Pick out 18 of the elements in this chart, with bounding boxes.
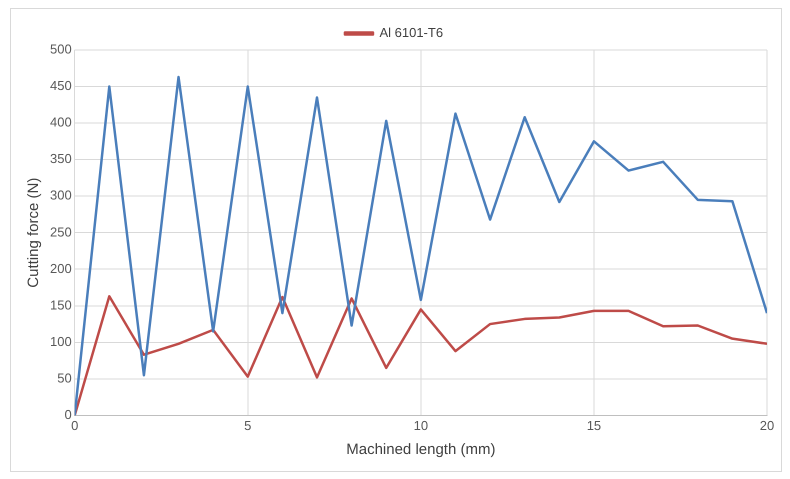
y-tick-label: 250 <box>50 224 72 240</box>
y-tick-label: 450 <box>50 78 72 94</box>
x-tick-label: 20 <box>760 418 774 433</box>
x-axis-title: Machined length (mm) <box>346 441 496 458</box>
legend-label: Al 6101-T6 <box>379 25 444 40</box>
x-tick-label: 15 <box>586 418 602 433</box>
y-tick-label: 500 <box>50 42 72 57</box>
y-tick-label: 100 <box>50 334 72 349</box>
y-tick-label: 150 <box>50 297 72 312</box>
y-tick-label: 300 <box>50 188 72 203</box>
y-tick-label: 0 <box>64 406 72 422</box>
y-tick-label: 400 <box>50 114 72 130</box>
x-tick-label: 5 <box>244 418 252 433</box>
y-tick-label: 350 <box>50 151 72 166</box>
y-axis-title: Cutting force (N) <box>25 178 42 288</box>
x-tick-label: 10 <box>414 418 428 433</box>
y-tick-label: 200 <box>50 260 72 276</box>
y-tick-label: 50 <box>57 370 72 386</box>
